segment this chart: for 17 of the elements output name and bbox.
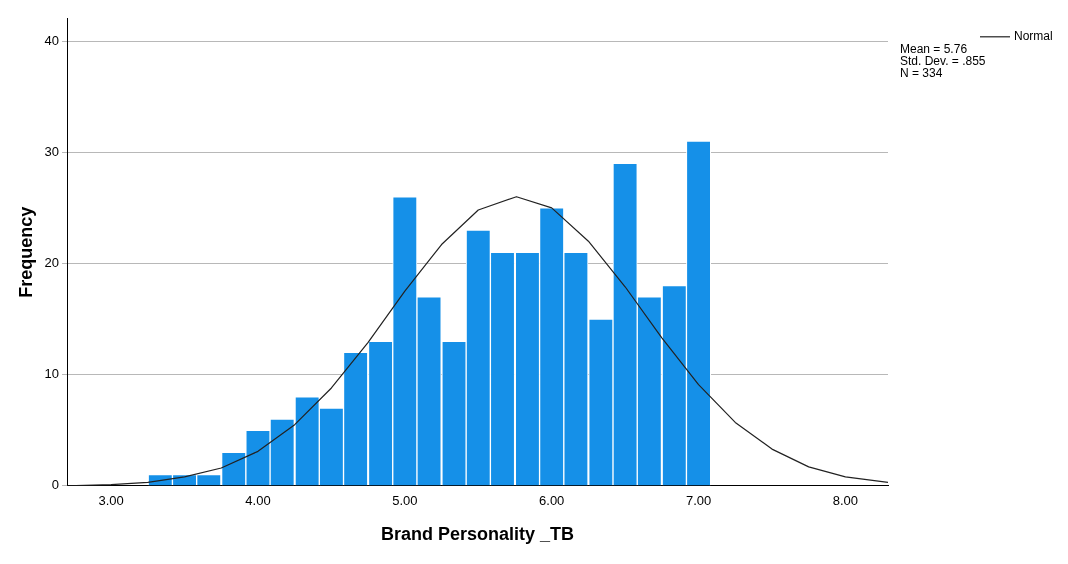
x-tick-label: 6.00 [539, 493, 565, 509]
x-tick-label: 3.00 [98, 493, 124, 509]
legend-label: Normal [1014, 29, 1053, 44]
y-axis-title: Frequency [15, 206, 36, 298]
text: Mean = 5.76 [900, 42, 968, 57]
text: N = 334 [900, 66, 943, 81]
x-tick-label: 4.00 [245, 493, 271, 509]
x-tick-label: 7.00 [685, 493, 712, 509]
y-tick-label: 0 [51, 477, 60, 493]
y-tick-label: 40 [44, 32, 60, 48]
y-tick-label: 30 [44, 143, 60, 159]
x-tick-label: 5.00 [392, 493, 418, 509]
y-tick-label: 10 [44, 366, 60, 382]
x-tick-label: 8.00 [832, 493, 859, 509]
text: Std. Dev. = .855 [900, 54, 986, 69]
y-tick-label: 20 [44, 255, 60, 270]
x-axis-title: Brand Personality _TB [381, 524, 575, 545]
